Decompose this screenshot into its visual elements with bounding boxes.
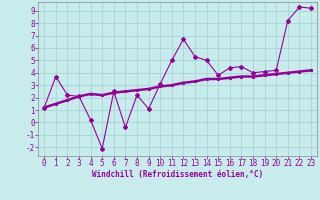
- X-axis label: Windchill (Refroidissement éolien,°C): Windchill (Refroidissement éolien,°C): [92, 170, 263, 179]
